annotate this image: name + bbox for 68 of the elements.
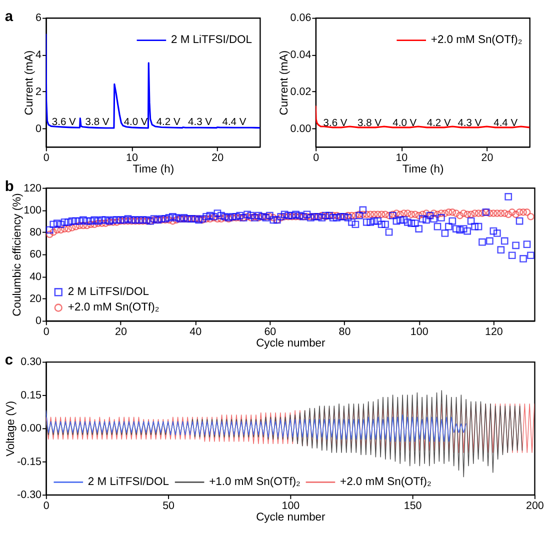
- y-tick-label: 0.30: [20, 356, 42, 368]
- legend-label: 2 M LiTFSI/DOL: [68, 286, 149, 298]
- line-series: [46, 34, 260, 129]
- x-tick-label: 10: [396, 152, 408, 164]
- y-tick-label: 0: [36, 315, 42, 328]
- annotation: 4.0 V: [124, 116, 148, 128]
- y-tick-label: -0.15: [17, 456, 42, 468]
- y-axis-title: Current (mA): [278, 50, 290, 116]
- x-axis-title: Cycle number: [256, 512, 326, 524]
- x-tick-label: 40: [190, 326, 202, 338]
- y-tick-label: 40: [30, 270, 42, 283]
- chart-title: a: [4, 8, 14, 25]
- y-tick-label: 0: [36, 122, 42, 135]
- legend-label: +1.0 mM Sn(OTf)₂: [209, 476, 300, 488]
- x-tick-label: 200: [526, 500, 544, 512]
- annotation: 3.6 V: [323, 118, 348, 129]
- y-tick-label: 4: [36, 49, 42, 62]
- y-axis-title: Coulumbic efficiency (%): [12, 192, 24, 316]
- x-tick-label: 0: [313, 152, 320, 164]
- x-tick-label: 50: [162, 500, 175, 512]
- line-series: [316, 105, 530, 128]
- annotation: 3.8 V: [358, 118, 382, 129]
- y-axis-title: Current (mA): [24, 50, 36, 116]
- x-axis-title: Time (h): [402, 164, 444, 176]
- annotation: 4.2 V: [426, 118, 451, 129]
- legend-label: +2.0 mM Sn(OTf)₂: [340, 476, 432, 488]
- y-tick-label: 6: [36, 12, 42, 24]
- y-tick-label: 0.04: [290, 49, 312, 62]
- x-tick-label: 100: [410, 326, 428, 338]
- x-axis-title: Cycle number: [256, 338, 326, 350]
- legend-label: +2.0 mM Sn(OTf)₂: [68, 302, 160, 314]
- annotation: 4.2 V: [156, 116, 180, 128]
- y-tick-label: 0.15: [20, 389, 42, 402]
- legend-label: +2.0 mM Sn(OTf)₂: [430, 34, 522, 46]
- x-tick-label: 80: [338, 326, 351, 338]
- y-tick-label: 0.02: [290, 86, 312, 98]
- x-tick-label: 10: [126, 152, 138, 164]
- y-tick-label: 0.00: [290, 122, 312, 135]
- legend-label: 2 M LiTFSI/DOL: [170, 34, 252, 46]
- y-tick-label: 0.06: [290, 12, 312, 24]
- y-tick-label: 60: [30, 248, 42, 261]
- x-tick-label: 20: [212, 152, 224, 164]
- y-tick-label: 100: [24, 204, 42, 216]
- annotation: 4.4 V: [222, 116, 246, 128]
- annotation: 4.3 V: [188, 116, 212, 128]
- x-tick-label: 20: [115, 326, 127, 338]
- line-series: [46, 410, 466, 442]
- x-tick-label: 60: [264, 326, 276, 338]
- annotation: 3.6 V: [52, 116, 76, 128]
- y-tick-label: 0.00: [20, 422, 42, 435]
- y-axis-title: Voltage (V): [5, 400, 18, 456]
- chart-title: b: [4, 178, 14, 195]
- y-tick-label: 120: [24, 182, 42, 194]
- y-tick-label: 2: [36, 86, 42, 98]
- legend-label: 2 M LiTFSI/DOL: [88, 476, 169, 488]
- annotation: 4.3 V: [458, 118, 482, 129]
- x-axis-title: Time (h): [132, 164, 174, 176]
- x-tick-label: 150: [404, 500, 422, 512]
- y-tick-label: 80: [30, 226, 42, 239]
- y-tick-label: -0.30: [17, 489, 42, 502]
- annotation: 3.8 V: [85, 116, 110, 128]
- x-tick-label: 100: [282, 500, 300, 512]
- annotation: 4.4 V: [494, 118, 518, 129]
- x-tick-label: 20: [481, 152, 494, 164]
- y-tick-label: 20: [30, 292, 42, 305]
- chart-title: c: [4, 352, 14, 369]
- annotation: 4.0 V: [392, 118, 417, 129]
- x-tick-label: 120: [484, 326, 503, 338]
